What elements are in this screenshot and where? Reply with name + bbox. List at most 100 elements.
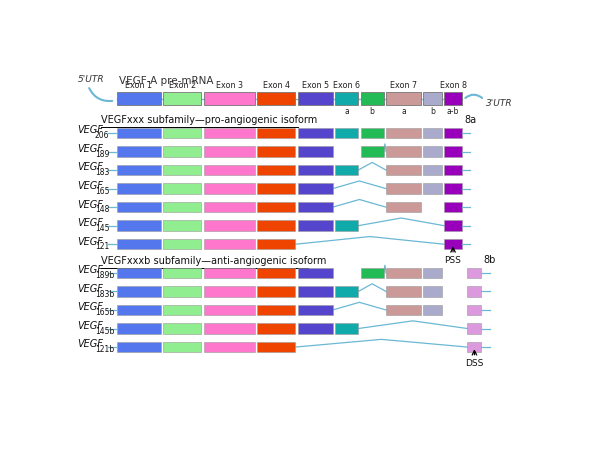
FancyBboxPatch shape: [257, 323, 295, 334]
FancyBboxPatch shape: [444, 128, 462, 138]
Text: VEGF: VEGF: [77, 163, 103, 173]
Text: Exon 6: Exon 6: [333, 81, 360, 90]
FancyBboxPatch shape: [257, 128, 295, 138]
Text: VEGF: VEGF: [77, 200, 103, 210]
FancyBboxPatch shape: [444, 146, 462, 157]
FancyBboxPatch shape: [361, 146, 384, 157]
FancyBboxPatch shape: [423, 128, 442, 138]
FancyBboxPatch shape: [204, 221, 255, 231]
FancyBboxPatch shape: [163, 239, 202, 250]
FancyBboxPatch shape: [423, 165, 442, 175]
FancyBboxPatch shape: [163, 92, 202, 105]
FancyBboxPatch shape: [423, 146, 442, 157]
Text: PSS: PSS: [445, 256, 461, 265]
FancyBboxPatch shape: [257, 305, 295, 315]
FancyBboxPatch shape: [335, 286, 358, 297]
FancyBboxPatch shape: [467, 268, 481, 278]
FancyBboxPatch shape: [257, 202, 295, 212]
FancyBboxPatch shape: [204, 239, 255, 250]
Text: 8a: 8a: [464, 115, 476, 125]
FancyBboxPatch shape: [467, 286, 481, 297]
FancyBboxPatch shape: [335, 92, 358, 105]
FancyBboxPatch shape: [257, 286, 295, 297]
FancyBboxPatch shape: [163, 183, 202, 194]
FancyBboxPatch shape: [444, 202, 462, 212]
FancyBboxPatch shape: [298, 305, 332, 315]
Text: a-b: a-b: [447, 107, 459, 116]
FancyBboxPatch shape: [335, 221, 358, 231]
FancyBboxPatch shape: [163, 286, 202, 297]
FancyBboxPatch shape: [386, 286, 421, 297]
FancyBboxPatch shape: [204, 202, 255, 212]
FancyBboxPatch shape: [386, 183, 421, 194]
FancyBboxPatch shape: [298, 268, 332, 278]
Text: Exon 8: Exon 8: [440, 81, 467, 90]
FancyBboxPatch shape: [423, 268, 442, 278]
Text: 3'UTR: 3'UTR: [486, 99, 512, 108]
FancyBboxPatch shape: [117, 165, 161, 175]
Text: 121b: 121b: [95, 345, 114, 354]
Text: 148: 148: [95, 205, 109, 214]
FancyBboxPatch shape: [467, 323, 481, 334]
Text: a: a: [401, 107, 406, 116]
FancyBboxPatch shape: [257, 342, 295, 352]
FancyBboxPatch shape: [444, 221, 462, 231]
Text: 145b: 145b: [95, 327, 115, 336]
Text: 165: 165: [95, 187, 109, 196]
Text: 189b: 189b: [95, 271, 114, 280]
FancyBboxPatch shape: [467, 342, 481, 352]
FancyBboxPatch shape: [361, 268, 384, 278]
FancyBboxPatch shape: [204, 305, 255, 315]
Text: 206: 206: [95, 131, 109, 140]
Text: VEGF: VEGF: [77, 340, 103, 350]
Text: VEGF: VEGF: [77, 144, 103, 154]
FancyBboxPatch shape: [117, 183, 161, 194]
FancyBboxPatch shape: [298, 202, 332, 212]
FancyBboxPatch shape: [204, 92, 255, 105]
FancyBboxPatch shape: [117, 221, 161, 231]
Text: Exon 2: Exon 2: [169, 81, 196, 90]
FancyBboxPatch shape: [444, 183, 462, 194]
FancyBboxPatch shape: [257, 165, 295, 175]
FancyBboxPatch shape: [257, 146, 295, 157]
Text: Exon 4: Exon 4: [263, 81, 290, 90]
FancyBboxPatch shape: [298, 323, 332, 334]
Text: 189: 189: [95, 150, 109, 159]
FancyBboxPatch shape: [298, 146, 332, 157]
FancyBboxPatch shape: [386, 128, 421, 138]
FancyBboxPatch shape: [257, 239, 295, 250]
FancyBboxPatch shape: [163, 305, 202, 315]
FancyBboxPatch shape: [117, 268, 161, 278]
FancyBboxPatch shape: [386, 305, 421, 315]
Text: VEGF: VEGF: [77, 181, 103, 191]
Text: 183: 183: [95, 168, 109, 177]
FancyBboxPatch shape: [257, 268, 295, 278]
Text: Exon 5: Exon 5: [302, 81, 329, 90]
FancyBboxPatch shape: [204, 323, 255, 334]
Text: b: b: [430, 107, 435, 116]
Text: Exon 7: Exon 7: [390, 81, 417, 90]
FancyBboxPatch shape: [444, 239, 462, 250]
FancyBboxPatch shape: [204, 146, 255, 157]
Text: VEGFxxx subfamily—pro-angiogenic isoform: VEGFxxx subfamily—pro-angiogenic isoform: [101, 115, 317, 125]
FancyBboxPatch shape: [423, 92, 442, 105]
FancyBboxPatch shape: [163, 202, 202, 212]
FancyBboxPatch shape: [444, 165, 462, 175]
FancyBboxPatch shape: [117, 239, 161, 250]
FancyBboxPatch shape: [298, 221, 332, 231]
FancyBboxPatch shape: [386, 165, 421, 175]
FancyBboxPatch shape: [117, 146, 161, 157]
Text: VEGFxxxb subfamily—anti-angiogenic isoform: VEGFxxxb subfamily—anti-angiogenic isofo…: [101, 256, 326, 266]
FancyBboxPatch shape: [361, 92, 384, 105]
FancyBboxPatch shape: [298, 92, 332, 105]
Text: 8b: 8b: [483, 255, 496, 265]
FancyBboxPatch shape: [204, 165, 255, 175]
FancyBboxPatch shape: [423, 183, 442, 194]
FancyBboxPatch shape: [335, 323, 358, 334]
Text: Exon 3: Exon 3: [216, 81, 243, 90]
FancyBboxPatch shape: [298, 128, 332, 138]
FancyBboxPatch shape: [298, 286, 332, 297]
FancyBboxPatch shape: [386, 268, 421, 278]
Text: 165b: 165b: [95, 308, 115, 317]
FancyBboxPatch shape: [117, 202, 161, 212]
